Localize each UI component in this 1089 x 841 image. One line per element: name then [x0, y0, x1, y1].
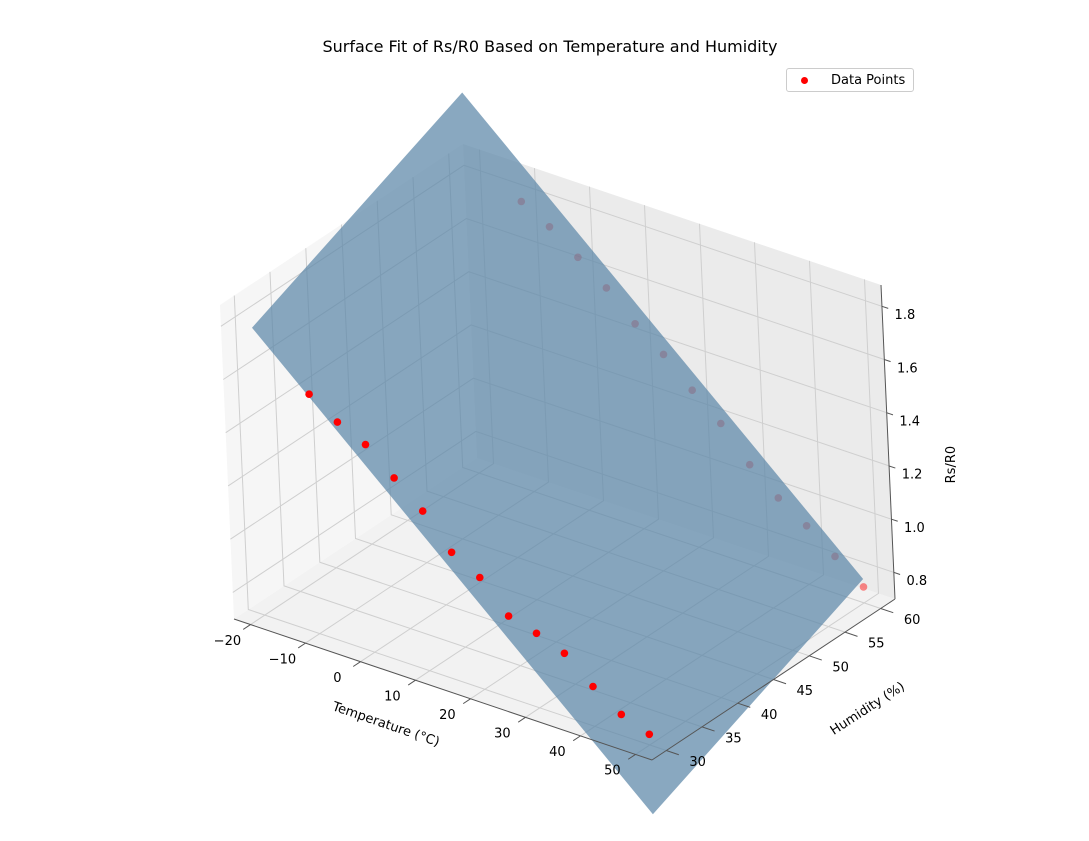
data-point [589, 682, 597, 691]
z-tick-mark [888, 465, 896, 469]
data-point [560, 649, 569, 658]
z-tick-label: 1.6 [897, 361, 918, 376]
z-tick-label: 1.4 [899, 415, 920, 430]
data-point [645, 730, 654, 739]
data-point [447, 548, 456, 557]
x-tick-mark [572, 735, 581, 742]
x-tick-mark [352, 661, 361, 667]
y-axis-label: Humidity (%) [828, 679, 908, 738]
x-tick-label: −10 [269, 652, 296, 667]
x-tick-mark [627, 754, 636, 760]
z-tick-label: 1.2 [902, 468, 923, 483]
y-tick-label: 50 [832, 660, 849, 675]
y-gridline [233, 295, 667, 751]
z-tick-mark [893, 571, 901, 575]
y-tick-label: 35 [725, 731, 742, 746]
data-point [532, 629, 541, 638]
points-front-of-surface [305, 390, 654, 739]
data-point [476, 573, 484, 582]
y-tick-mark [844, 631, 858, 637]
y-tick-mark [773, 679, 787, 685]
data-point [305, 390, 313, 399]
legend-label: Data Points [831, 73, 906, 88]
chart-title: Surface Fit of Rs/R0 Based on Temperatur… [322, 37, 777, 56]
data-point [361, 440, 370, 449]
z-axis-line [880, 284, 896, 600]
data-point [333, 418, 342, 426]
x-tick-label: 10 [384, 690, 401, 705]
data-point [504, 612, 513, 620]
z-tick-label: 0.8 [906, 574, 927, 589]
x-tick-label: −20 [214, 634, 241, 649]
x-tick-label: 40 [549, 745, 566, 760]
y-tick-label: 45 [797, 684, 814, 699]
x-tick-label: 50 [604, 764, 621, 779]
y-tick-label: 40 [761, 708, 778, 723]
x-tick-label: 20 [439, 708, 456, 723]
y-tick-mark [737, 702, 751, 708]
z-tick-mark [891, 518, 898, 522]
z-tick-label: 1.8 [895, 308, 916, 323]
tick-labels: −20 −10 0 10 20 30 40 50 30 35 40 45 50 55 60 0.8 1.0 1.2… [214, 305, 927, 779]
data-point [859, 583, 868, 591]
x-axis-label: Temperature (°C) [329, 699, 441, 750]
x-axis-line [233, 618, 653, 761]
fit-surface-plane [252, 92, 864, 815]
legend: Data Points [786, 68, 914, 92]
x-tick-mark [517, 716, 526, 723]
z-tick-mark [884, 359, 891, 363]
x-tick-label: 0 [333, 671, 341, 686]
y-tick-mark [666, 750, 679, 756]
y-tick-mark [809, 655, 822, 661]
legend-marker-data-points [801, 77, 808, 84]
fit-surface [252, 92, 864, 815]
x-tick-mark [462, 698, 471, 705]
y-tick-label: 55 [868, 637, 885, 652]
y-tick-mark [880, 607, 894, 614]
x-tick-mark [407, 679, 416, 686]
z-tick-label: 1.0 [904, 521, 925, 536]
z-axis-label: Rs/R0 [944, 446, 959, 484]
y-tick-mark [701, 726, 715, 732]
data-point [617, 710, 626, 719]
z-tick-mark [881, 305, 889, 309]
x-tick-mark [242, 624, 251, 630]
data-point [390, 474, 398, 482]
z-tick-mark [886, 412, 894, 416]
x-tick-label: 30 [494, 727, 511, 742]
data-point [418, 507, 427, 515]
x-tick-mark [297, 642, 306, 649]
y-tick-label: 30 [689, 755, 706, 770]
y-tick-label: 60 [904, 613, 921, 628]
